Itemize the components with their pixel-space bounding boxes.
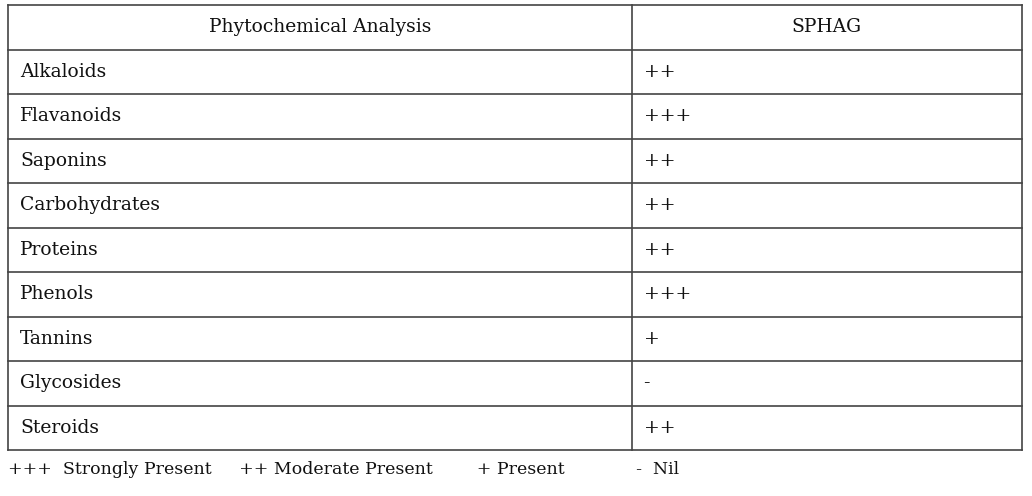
Text: Proteins: Proteins <box>20 241 99 259</box>
Text: ++: ++ <box>644 152 675 170</box>
Text: Steroids: Steroids <box>20 419 99 437</box>
Text: ++: ++ <box>644 63 675 81</box>
Text: Tannins: Tannins <box>20 330 94 348</box>
Text: Alkaloids: Alkaloids <box>20 63 106 81</box>
Text: +++  Strongly Present     ++ Moderate Present        + Present             -  Ni: +++ Strongly Present ++ Moderate Present… <box>8 461 679 479</box>
Text: Glycosides: Glycosides <box>20 374 121 392</box>
Text: Phytochemical Analysis: Phytochemical Analysis <box>208 18 431 36</box>
Text: Phenols: Phenols <box>20 285 94 303</box>
Text: +: + <box>644 330 659 348</box>
Text: SPHAG: SPHAG <box>792 18 862 36</box>
Text: ++: ++ <box>644 419 675 437</box>
Text: +++: +++ <box>644 285 690 303</box>
Text: Flavanoids: Flavanoids <box>20 107 122 125</box>
Text: Carbohydrates: Carbohydrates <box>20 196 160 214</box>
Text: Saponins: Saponins <box>20 152 106 170</box>
Text: ++: ++ <box>644 196 675 214</box>
Text: -: - <box>644 374 650 392</box>
Text: ++: ++ <box>644 241 675 259</box>
Text: +++: +++ <box>644 107 690 125</box>
